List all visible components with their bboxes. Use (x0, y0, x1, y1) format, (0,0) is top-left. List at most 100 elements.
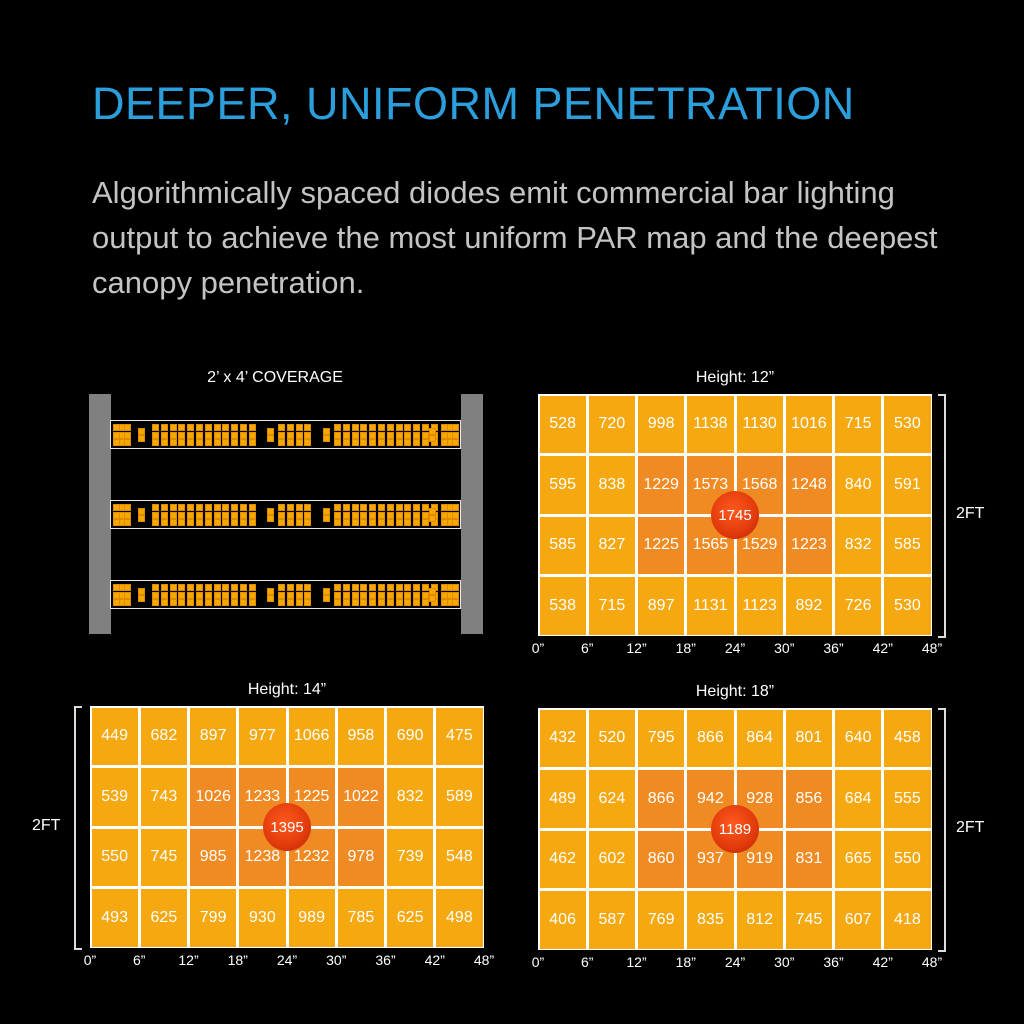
heatmap-cell: 864 (736, 709, 783, 767)
led-diode (295, 511, 303, 519)
heatmap-cell: 832 (835, 516, 882, 574)
led-diode (152, 504, 159, 511)
led-diode (369, 424, 377, 431)
led-diode (404, 424, 412, 431)
led-diode (231, 599, 239, 607)
led-diode (386, 439, 394, 447)
led-diode (240, 439, 247, 447)
x-tick-label: 30” (774, 954, 795, 970)
led-diode (386, 584, 394, 591)
led-diode (360, 439, 368, 447)
led-diode (342, 519, 350, 527)
led-diode (160, 424, 168, 431)
led-diode (196, 599, 203, 607)
led-diode (267, 507, 274, 515)
heatmap-cell: 985 (190, 828, 237, 886)
heatmap-cell: 801 (785, 709, 832, 767)
led-diode (196, 431, 203, 439)
x-tick-label: 6” (581, 640, 594, 656)
led-diode (452, 584, 459, 591)
led-diode (378, 599, 385, 607)
led-diode (378, 584, 385, 591)
heatmap-title: Height: 18” (695, 683, 775, 700)
led-diode (351, 431, 359, 439)
x-tick-label: 24” (724, 640, 746, 656)
led-diode (304, 519, 312, 527)
led-diode (334, 599, 341, 607)
led-diode (369, 519, 377, 527)
heatmap-cell: 640 (835, 709, 882, 767)
led-diode (404, 439, 412, 447)
led-diode (342, 439, 350, 447)
led-diode (278, 439, 285, 447)
led-diode (187, 424, 195, 431)
led-diode (422, 584, 429, 591)
led-diode (342, 584, 350, 591)
x-tick-label: 12” (178, 952, 199, 968)
led-diode (278, 599, 285, 607)
led-diode (152, 584, 159, 591)
led-diode (222, 584, 230, 591)
led-diode (351, 599, 359, 607)
heatmap-cell: 1026 (190, 768, 237, 826)
led-diode (422, 424, 429, 431)
heatmap-cell: 978 (337, 828, 384, 886)
x-tick-label: 48” (921, 640, 943, 656)
heatmap-cell: 831 (785, 830, 832, 888)
heatmap-cell: 1123 (736, 577, 783, 635)
x-tick-label: 18” (675, 640, 696, 656)
heatmap-title: Height: 14” (247, 681, 327, 698)
heatmap-cell: 958 (337, 707, 384, 765)
led-diode (169, 511, 177, 519)
heatmap-cell: 591 (884, 456, 931, 514)
led-diode (286, 584, 294, 591)
led-diode (240, 511, 247, 519)
heatmap-cell: 489 (539, 770, 586, 828)
x-tick-label: 30” (326, 952, 347, 968)
heatmap-cell: 587 (588, 891, 635, 949)
led-diode (342, 504, 350, 511)
led-diode (395, 591, 403, 599)
heatmap-cell: 1248 (785, 456, 832, 514)
led-diode (334, 424, 341, 431)
led-diode (124, 424, 131, 431)
x-tick-label: 30” (774, 640, 795, 656)
heatmap-cell: 684 (835, 770, 882, 828)
x-tick-label: 12” (626, 640, 647, 656)
heatmap-cell: 602 (588, 830, 635, 888)
led-diode (369, 591, 377, 599)
led-diode (138, 595, 145, 603)
led-diode (196, 424, 203, 431)
led-diode (360, 519, 368, 527)
led-diode (240, 599, 247, 607)
x-tick-label: 42” (872, 640, 893, 656)
led-diode (360, 599, 368, 607)
led-diode (204, 591, 212, 599)
led-diode (378, 439, 385, 447)
led-diode (240, 424, 247, 431)
led-diode (240, 504, 247, 511)
led-diode (378, 431, 385, 439)
led-diode (187, 439, 195, 447)
heatmap-cell: 1225 (638, 516, 685, 574)
led-diode (160, 591, 168, 599)
led-diode (452, 431, 459, 439)
led-diode (378, 424, 385, 431)
heatmap-cell: 589 (436, 768, 483, 826)
led-diode (204, 431, 212, 439)
led-diode (413, 519, 421, 527)
led-diode (286, 591, 294, 599)
heatmap-cell: 406 (539, 891, 586, 949)
led-diode (248, 599, 256, 607)
led-diode (213, 511, 221, 519)
led-diode (404, 584, 412, 591)
led-diode (267, 587, 274, 595)
led-diode (404, 511, 412, 519)
led-diode (295, 519, 303, 527)
led-diode (342, 599, 350, 607)
heatmap-cell: 1229 (638, 456, 685, 514)
led-diode (213, 424, 221, 431)
x-tick-label: 48” (921, 954, 943, 970)
led-diode (187, 431, 195, 439)
led-diode (124, 584, 131, 591)
